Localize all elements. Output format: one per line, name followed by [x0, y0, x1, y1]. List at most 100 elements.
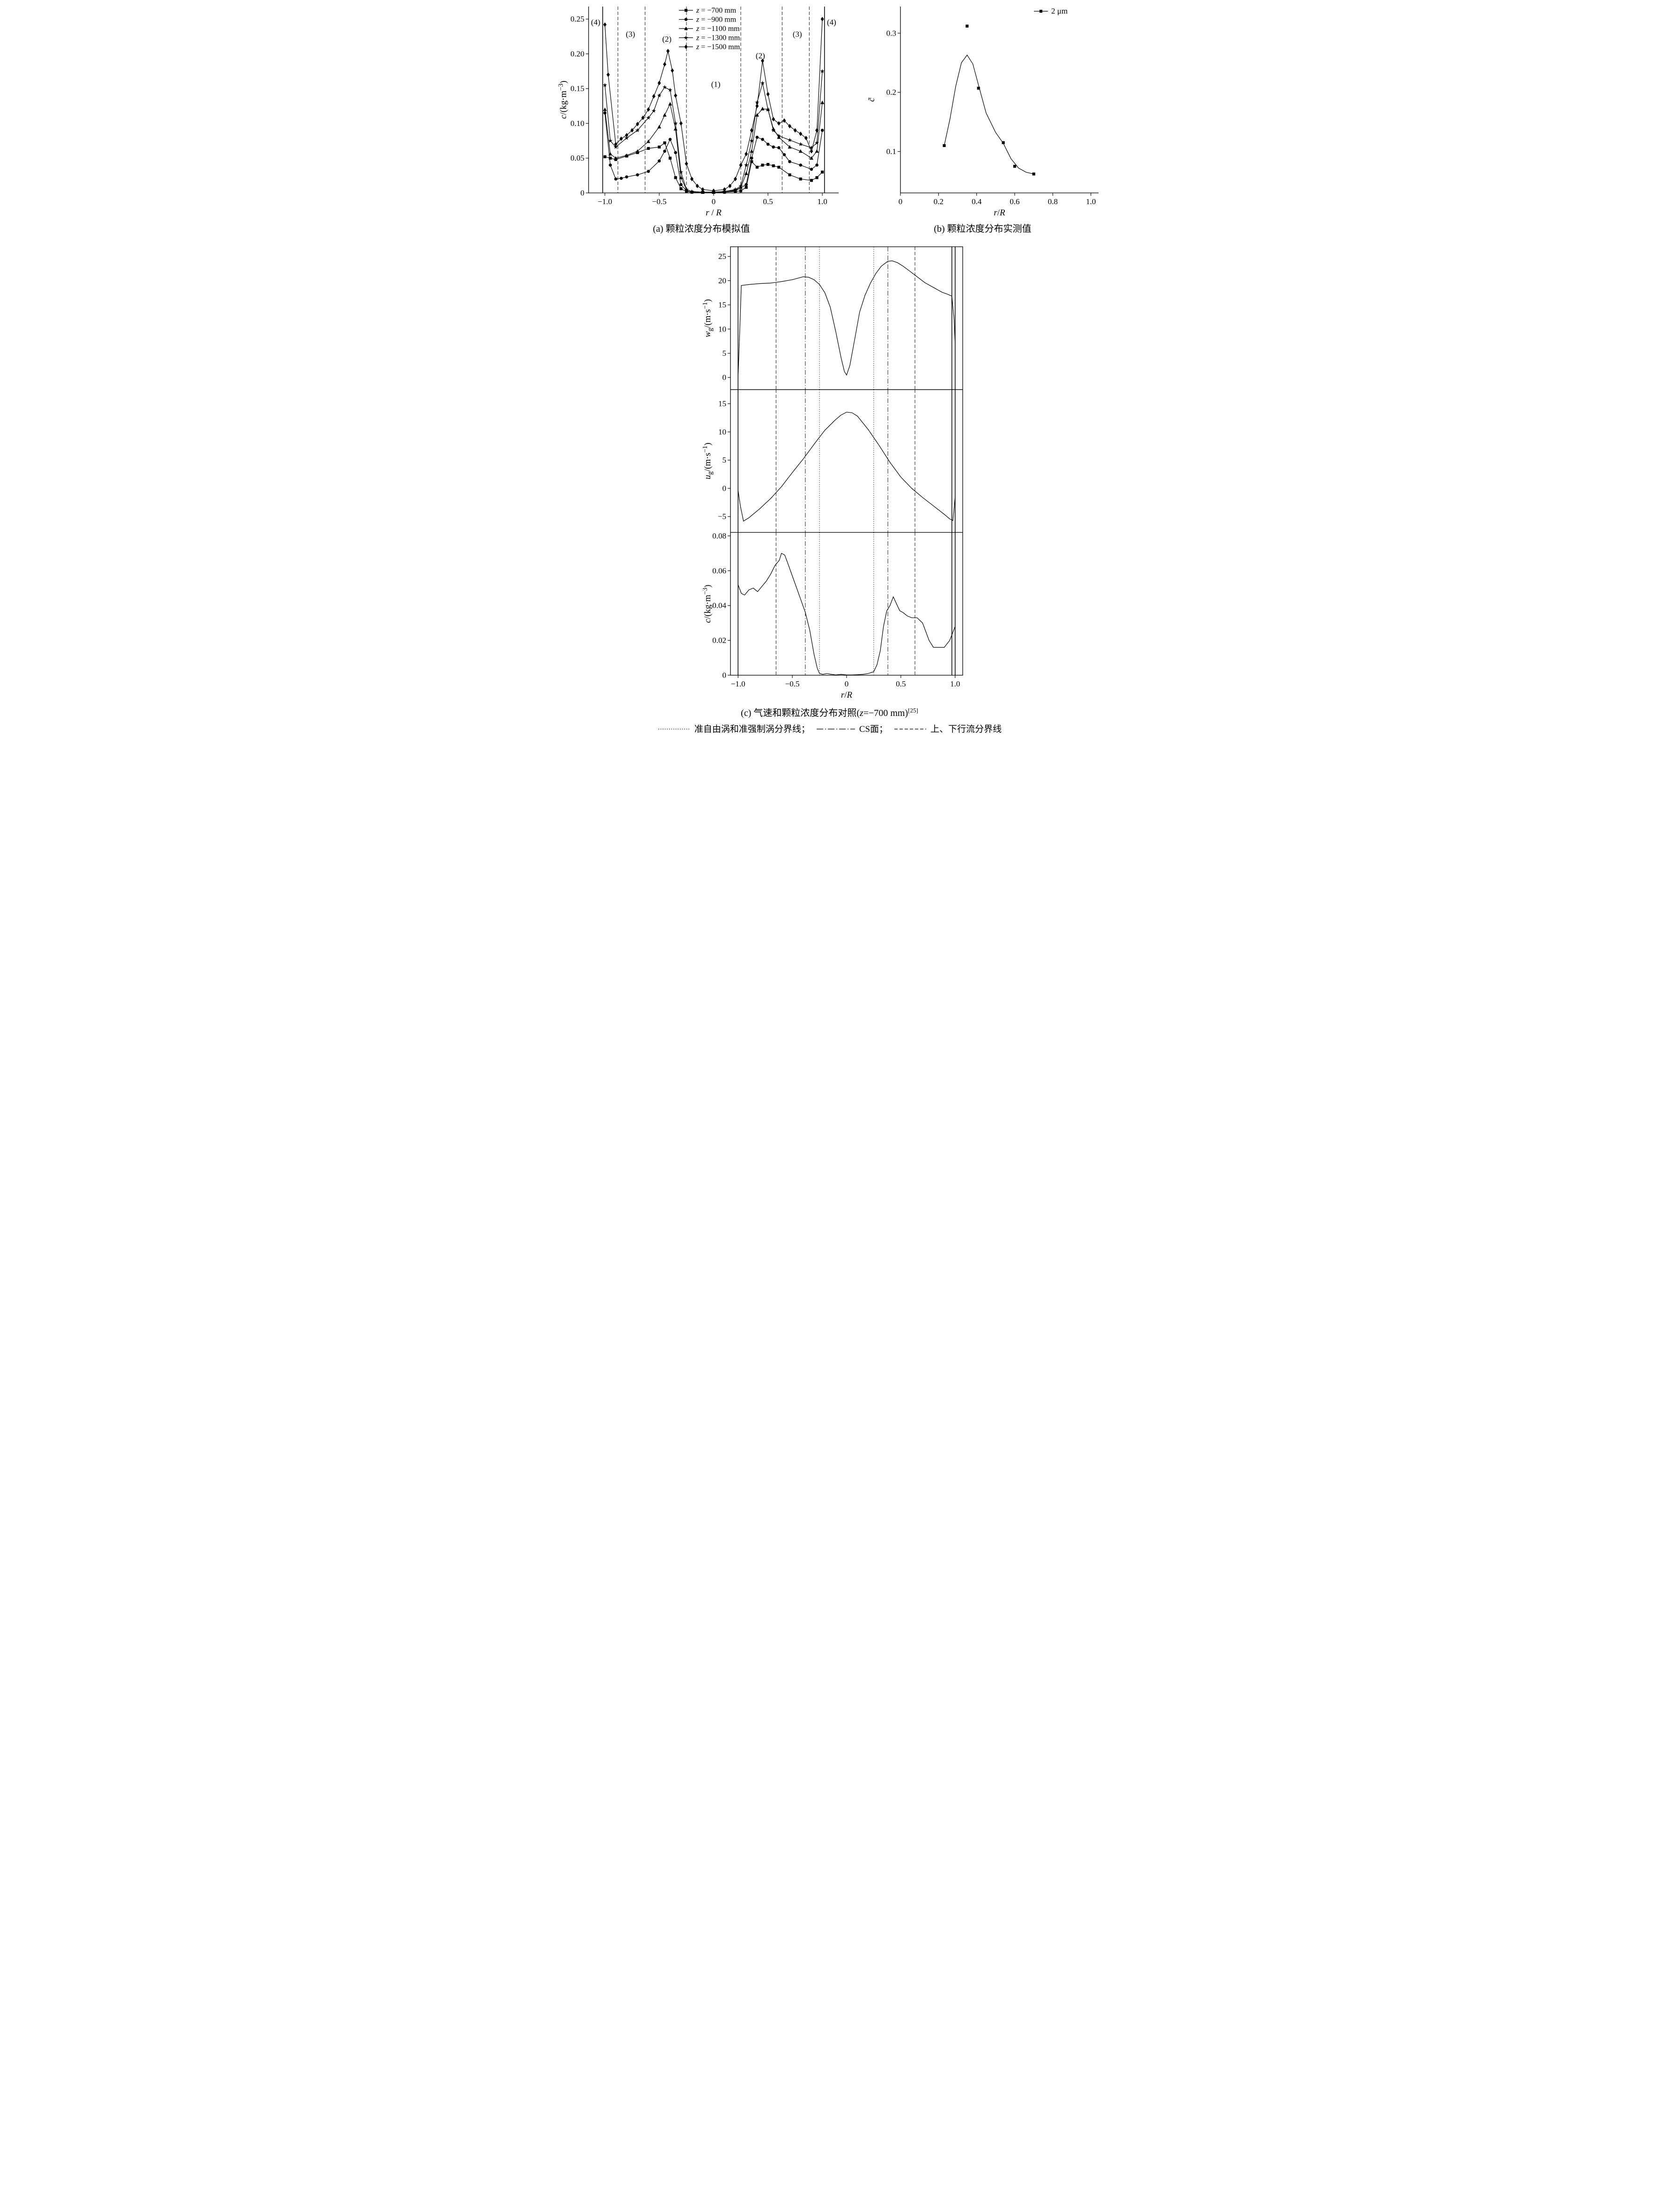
marker-triangle	[646, 139, 650, 143]
marker-circle	[674, 151, 678, 155]
y-tick-label: 5	[723, 349, 727, 358]
y-tick-label: 25	[718, 252, 726, 261]
marker-star	[657, 93, 662, 97]
axes	[730, 532, 963, 676]
y-tick-label: 0	[723, 671, 727, 680]
x-tick-label: 0	[845, 679, 849, 688]
marker-star	[820, 69, 825, 73]
marker-triangle	[625, 153, 629, 157]
marker-star	[798, 142, 803, 146]
marker-triangle	[614, 156, 618, 160]
caption-c-reference: [25]	[908, 707, 918, 714]
y-tick-label: 10	[718, 324, 726, 333]
marker-triangle	[744, 171, 748, 175]
marker-triangle	[684, 26, 688, 30]
marker-circle	[799, 163, 803, 167]
y-tick-label: 0.06	[712, 566, 726, 575]
marker-diamond	[745, 152, 748, 156]
marker-triangle	[603, 107, 607, 111]
marker-square	[761, 163, 764, 167]
marker-circle	[810, 168, 813, 171]
tick-marks	[728, 256, 730, 378]
marker-star	[733, 187, 737, 192]
marker-triangle	[755, 113, 759, 117]
marker-triangle	[760, 107, 765, 111]
caption-b: (b) 颗粒浓度分布实测值	[934, 224, 1032, 234]
chart-legend: z = −700 mmz = −900 mmz = −1100 mmz = −1…	[679, 7, 740, 51]
tick-labels: 0 0.02 0.04 0.06 0.08 −1.0 −0.5 0 0.5 1.0	[712, 532, 960, 688]
marker-circle	[745, 183, 748, 186]
marker-square	[977, 87, 980, 90]
marker-diamond	[760, 59, 764, 63]
legend-entry-label: 2 μm	[1051, 7, 1068, 15]
marker-star	[749, 138, 754, 143]
y-tick-label: 10	[718, 428, 726, 436]
marker-diamond	[657, 81, 661, 86]
marker-diamond	[619, 136, 623, 141]
marker-star	[678, 170, 683, 174]
marker-square	[821, 170, 824, 174]
marker-diamond	[635, 122, 639, 126]
marker-diamond	[799, 131, 803, 136]
x-tick-label: 0	[899, 197, 903, 206]
marker-diamond	[766, 92, 770, 96]
marker-diamond	[739, 162, 743, 168]
series-0	[737, 553, 956, 675]
y-tick-label: 0.15	[570, 84, 584, 93]
marker-star	[700, 190, 705, 194]
x-tick-label: −0.5	[652, 197, 666, 206]
marker-square	[609, 156, 612, 160]
series-1	[943, 24, 1035, 176]
marker-star	[646, 115, 651, 120]
marker-circle	[679, 183, 683, 186]
marker-diamond	[641, 115, 645, 120]
marker-triangle	[815, 149, 819, 153]
marker-square	[788, 173, 791, 177]
marker-star	[651, 108, 656, 113]
dotted-line-sample	[658, 728, 690, 730]
marker-diamond	[782, 118, 786, 123]
marker-star	[690, 189, 694, 193]
series-0	[944, 54, 1034, 175]
series-0	[737, 412, 956, 522]
marker-triangle	[788, 145, 792, 149]
marker-star	[673, 121, 678, 125]
marker-diamond	[728, 184, 732, 188]
y-tick-label: 0.3	[886, 29, 896, 37]
marker-diamond	[772, 117, 775, 122]
marker-circle	[777, 146, 781, 149]
chart-c-tangential-gas-velocity-panel: −5 0 5 10 15 ug/(m·s−1)	[703, 390, 963, 532]
marker-circle	[782, 153, 786, 156]
marker-square	[750, 160, 753, 163]
marker-diamond	[666, 49, 670, 53]
marker-diamond	[684, 44, 688, 49]
x-tick-label: 0.4	[972, 197, 982, 206]
tick-marks	[898, 33, 1091, 196]
marker-triangle	[809, 156, 813, 160]
marker-circle	[636, 173, 639, 177]
y-tick-label: 0.2	[886, 88, 896, 97]
y-tick-label: 0	[723, 373, 727, 382]
caption-c-suffix: =−700 mm)	[863, 708, 908, 718]
marker-diamond	[810, 149, 813, 154]
caption-c-text: (c) 气速和颗粒浓度分布对照(	[741, 708, 860, 718]
line-style-legend: 准自由涡和准强制涡分界线； CS面； 上、下行流分界线	[553, 722, 1106, 735]
marker-square	[684, 8, 688, 12]
x-tick-label: −1.0	[597, 197, 612, 206]
chart-c-axial-gas-velocity-panel: 0 5 10 15 20 25 wg/(m·s−1)	[703, 246, 963, 390]
marker-square	[1002, 141, 1005, 144]
chart-c-particle-concentration-panel: 0 0.02 0.04 0.06 0.08 −1.0 −0.5 0 0.5 1.0 r/R c/(kg…	[703, 532, 963, 700]
marker-diamond	[679, 121, 683, 126]
marker-circle	[766, 142, 770, 146]
x-tick-label: 1.0	[950, 679, 960, 688]
marker-star	[809, 145, 814, 150]
marker-triangle	[663, 113, 667, 117]
marker-triangle	[679, 176, 683, 179]
marker-star	[684, 35, 688, 40]
marker-diamond	[815, 128, 819, 133]
x-tick-label: 1.0	[818, 197, 827, 206]
marker-square	[669, 156, 672, 160]
y-tick-label: −5	[718, 512, 726, 521]
marker-circle	[750, 156, 753, 160]
marker-diamond	[652, 94, 656, 99]
